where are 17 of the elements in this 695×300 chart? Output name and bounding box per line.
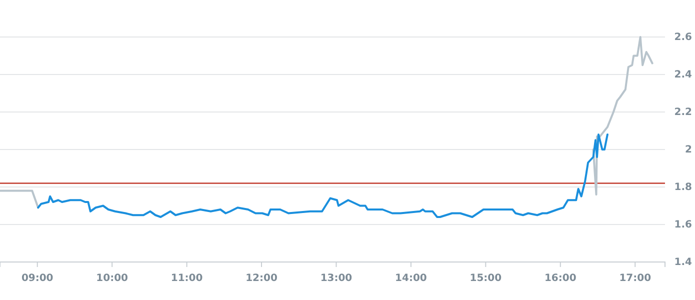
- y-tick-label: 2.4: [674, 70, 692, 81]
- x-tick-label: 13:00: [320, 273, 352, 284]
- y-tick-label: 2.6: [674, 32, 692, 44]
- x-tick-label: 15:00: [470, 273, 502, 284]
- x-tick-label: 09:00: [21, 273, 54, 284]
- y-tick-label: 2: [685, 144, 692, 156]
- x-tick-label: 17:00: [619, 273, 652, 284]
- x-tick-label: 12:00: [246, 273, 278, 284]
- y-tick-label: 2.2: [674, 107, 692, 118]
- y-tick-label: 1.4: [674, 257, 692, 268]
- line-series: [37, 134, 608, 218]
- y-tick-label: 1.8: [674, 182, 692, 194]
- x-tick-label: 11:00: [170, 273, 203, 284]
- y-tick-label: 1.6: [674, 220, 692, 231]
- x-tick-label: 10:00: [96, 273, 128, 284]
- x-tick-label: 14:00: [395, 273, 427, 284]
- x-tick-label: 16:00: [544, 273, 576, 284]
